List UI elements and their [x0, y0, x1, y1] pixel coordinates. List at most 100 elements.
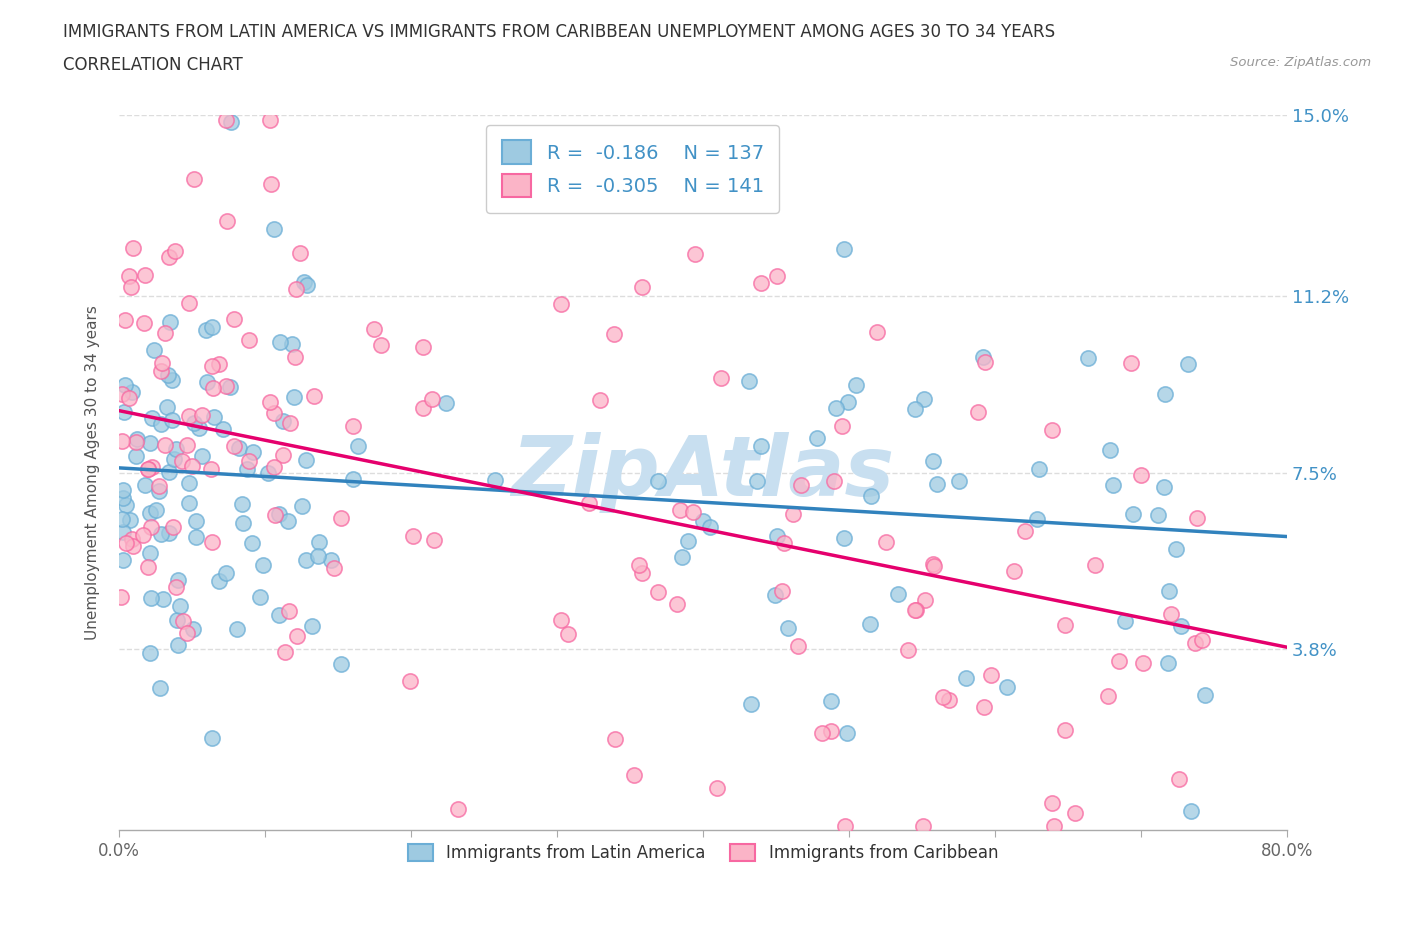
Point — [167, 637, 190, 652]
Point — [200, 461, 222, 476]
Point — [301, 618, 323, 633]
Point — [1114, 614, 1136, 629]
Point — [191, 407, 214, 422]
Point — [973, 355, 995, 370]
Point — [150, 356, 173, 371]
Point — [180, 458, 202, 473]
Point — [263, 459, 285, 474]
Point — [155, 326, 177, 340]
Point — [370, 338, 392, 352]
Point — [201, 731, 224, 746]
Point — [264, 508, 287, 523]
Point — [294, 552, 316, 567]
Point — [412, 401, 434, 416]
Point — [323, 560, 346, 575]
Point — [875, 535, 897, 550]
Point — [215, 214, 238, 229]
Point — [578, 496, 600, 511]
Point — [631, 566, 654, 581]
Point — [172, 614, 194, 629]
Y-axis label: Unemployment Among Ages 30 to 34 years: Unemployment Among Ages 30 to 34 years — [86, 305, 100, 640]
Point — [1077, 350, 1099, 365]
Point — [682, 505, 704, 520]
Point — [484, 472, 506, 487]
Point — [152, 591, 174, 606]
Point — [321, 552, 343, 567]
Point — [1040, 423, 1063, 438]
Point — [252, 558, 274, 573]
Point — [330, 511, 353, 525]
Point — [232, 516, 254, 531]
Point — [212, 421, 235, 436]
Point — [145, 503, 167, 518]
Point — [139, 435, 162, 450]
Point — [111, 491, 134, 506]
Point — [1084, 557, 1107, 572]
Point — [169, 598, 191, 613]
Point — [1102, 478, 1125, 493]
Point — [763, 588, 786, 603]
Point — [191, 448, 214, 463]
Point — [141, 520, 163, 535]
Point — [859, 617, 882, 631]
Point — [263, 221, 285, 236]
Point — [202, 410, 225, 425]
Point — [647, 585, 669, 600]
Point — [398, 674, 420, 689]
Point — [181, 622, 204, 637]
Point — [201, 534, 224, 549]
Point — [647, 473, 669, 488]
Point — [110, 433, 132, 448]
Point — [186, 530, 208, 545]
Point — [134, 477, 156, 492]
Point — [749, 275, 772, 290]
Point — [267, 607, 290, 622]
Point — [201, 359, 224, 374]
Point — [274, 644, 297, 659]
Point — [683, 246, 706, 261]
Point — [236, 461, 259, 476]
Point — [1184, 636, 1206, 651]
Point — [434, 395, 457, 410]
Point — [148, 484, 170, 498]
Point — [330, 657, 353, 671]
Point — [627, 558, 650, 573]
Point — [183, 416, 205, 431]
Point — [228, 441, 250, 456]
Point — [1119, 356, 1142, 371]
Point — [165, 579, 187, 594]
Point — [177, 408, 200, 423]
Point — [831, 418, 853, 433]
Point — [897, 643, 920, 658]
Point — [165, 442, 187, 457]
Point — [141, 591, 163, 605]
Point — [118, 269, 141, 284]
Point — [160, 372, 183, 387]
Point — [187, 421, 209, 436]
Point — [931, 689, 953, 704]
Point — [1108, 654, 1130, 669]
Point — [202, 381, 225, 396]
Point — [837, 395, 859, 410]
Point — [810, 725, 832, 740]
Point — [238, 454, 260, 469]
Text: Source: ZipAtlas.com: Source: ZipAtlas.com — [1230, 56, 1371, 69]
Point — [922, 557, 945, 572]
Point — [114, 498, 136, 512]
Point — [215, 113, 238, 127]
Point — [292, 274, 315, 289]
Point — [121, 384, 143, 399]
Point — [149, 526, 172, 541]
Point — [148, 479, 170, 494]
Point — [823, 473, 845, 488]
Point — [557, 626, 579, 641]
Point — [159, 314, 181, 329]
Point — [122, 539, 145, 554]
Point — [163, 451, 186, 466]
Point — [277, 604, 299, 619]
Point — [285, 628, 308, 643]
Point — [260, 177, 283, 192]
Point — [308, 534, 330, 549]
Text: IMMIGRANTS FROM LATIN AMERICA VS IMMIGRANTS FROM CARIBBEAN UNEMPLOYMENT AMONG AG: IMMIGRANTS FROM LATIN AMERICA VS IMMIGRA… — [63, 23, 1056, 41]
Point — [231, 497, 253, 512]
